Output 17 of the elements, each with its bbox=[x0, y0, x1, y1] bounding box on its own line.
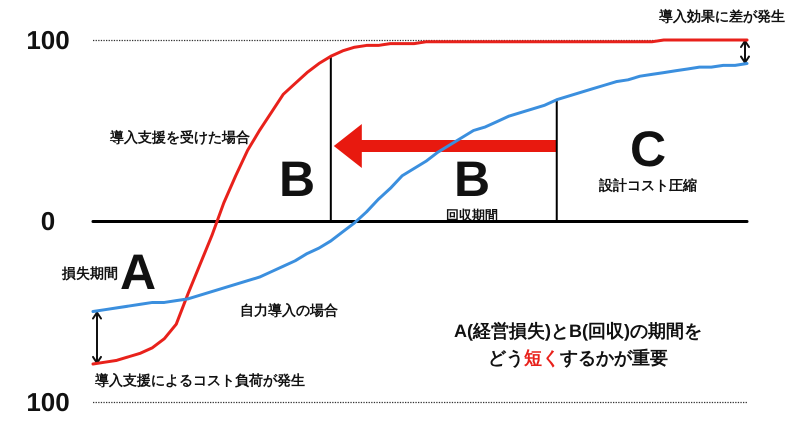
annotation: どう bbox=[488, 348, 524, 368]
text: 導入効果に差が発生 bbox=[658, 8, 785, 24]
y-tick-label: 100 bbox=[26, 387, 70, 417]
annotation: 導入支援によるコスト負荷が発生 bbox=[94, 372, 305, 388]
series-label: 導入支援を受けた場合 bbox=[109, 129, 250, 145]
annotation: C bbox=[630, 121, 666, 177]
annotation: 設計コスト圧縮 bbox=[598, 177, 697, 193]
annotation: A bbox=[120, 244, 156, 300]
annotation: A(経営損失)とB(回収)の期間を bbox=[454, 321, 702, 341]
y-tick-label: 100 bbox=[26, 25, 70, 55]
annotation: B bbox=[454, 151, 490, 207]
annotation: 損失期間 bbox=[61, 265, 118, 281]
annotation: 短く bbox=[523, 348, 560, 368]
y-tick-label: 0 bbox=[40, 206, 56, 236]
annotation: するかが重要 bbox=[559, 348, 668, 368]
annotation: B bbox=[278, 151, 316, 207]
series-label: 自力導入の場合 bbox=[240, 302, 338, 318]
